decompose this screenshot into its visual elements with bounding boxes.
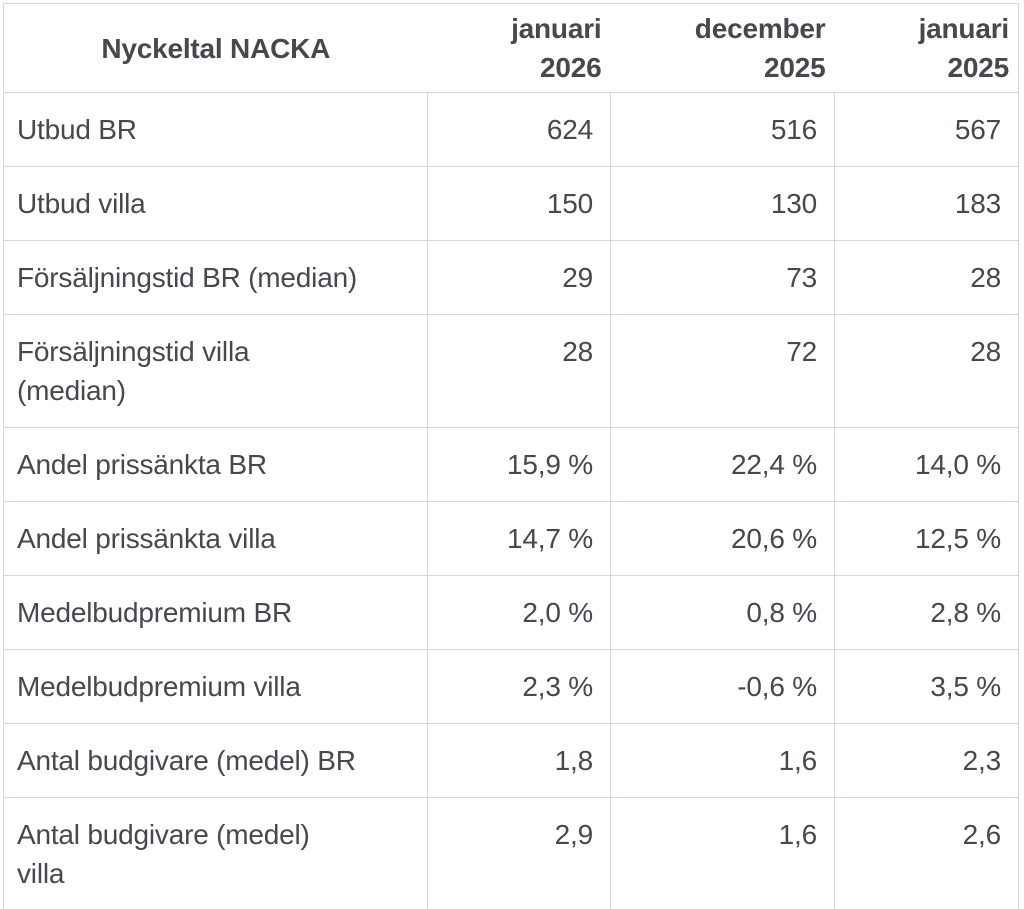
cell-value: 2,0 %: [427, 575, 611, 650]
cell-value: 14,7 %: [427, 501, 611, 576]
cell-value: 1,8: [427, 723, 611, 798]
table-row: Antal budgivare (medel) BR 1,8 1,6 2,3: [3, 723, 1019, 798]
cell-value: 2,3 %: [427, 649, 611, 724]
table-body: Utbud BR 624 516 567 Utbud villa 150 130…: [3, 92, 1019, 909]
row-label: Andel prissänkta villa: [3, 501, 428, 576]
row-label: Medelbudpremium villa: [3, 649, 428, 724]
row-label: Andel prissänkta BR: [3, 427, 428, 502]
cell-value: 0,8 %: [610, 575, 835, 650]
cell-value: 28: [834, 240, 1019, 315]
table-row: Försäljningstid BR (median) 29 73 28: [3, 240, 1019, 315]
cell-value: 14,0 %: [834, 427, 1019, 502]
cell-value: 3,5 %: [834, 649, 1019, 724]
cell-value: 20,6 %: [610, 501, 835, 576]
cell-value: 150: [427, 166, 611, 241]
page: Nyckeltal NACKA januari 2026 december 20…: [0, 3, 1024, 909]
row-label: Antal budgivare (medel) BR: [3, 723, 428, 798]
table-row: Försäljningstid villa (median) 28 72 28: [3, 314, 1019, 428]
cell-value: 183: [834, 166, 1019, 241]
cell-value: 15,9 %: [427, 427, 611, 502]
cell-value: 2,6: [834, 797, 1019, 909]
cell-value: 567: [834, 92, 1019, 167]
table-title: Nyckeltal NACKA: [3, 3, 428, 93]
cell-value: 28: [427, 314, 611, 428]
cell-value: 1,6: [610, 797, 835, 909]
column-header: december 2025: [610, 3, 835, 93]
row-label: Utbud BR: [3, 92, 428, 167]
cell-value: 1,6: [610, 723, 835, 798]
header-row: Nyckeltal NACKA januari 2026 december 20…: [3, 3, 1019, 93]
cell-value: 73: [610, 240, 835, 315]
cell-value: 22,4 %: [610, 427, 835, 502]
table-row: Andel prissänkta villa 14,7 % 20,6 % 12,…: [3, 501, 1019, 576]
row-label: Utbud villa: [3, 166, 428, 241]
table-row: Medelbudpremium BR 2,0 % 0,8 % 2,8 %: [3, 575, 1019, 650]
cell-value: 29: [427, 240, 611, 315]
cell-value: 12,5 %: [834, 501, 1019, 576]
cell-value: 2,9: [427, 797, 611, 909]
cell-value: 516: [610, 92, 835, 167]
table-row: Medelbudpremium villa 2,3 % -0,6 % 3,5 %: [3, 649, 1019, 724]
cell-value: 130: [610, 166, 835, 241]
table-row: Utbud villa 150 130 183: [3, 166, 1019, 241]
table-row: Antal budgivare (medel) villa 2,9 1,6 2,…: [3, 797, 1019, 909]
key-figures-table: Nyckeltal NACKA januari 2026 december 20…: [3, 3, 1019, 909]
cell-value: 2,8 %: [834, 575, 1019, 650]
row-label: Försäljningstid BR (median): [3, 240, 428, 315]
cell-value: 624: [427, 92, 611, 167]
cell-value: -0,6 %: [610, 649, 835, 724]
cell-value: 28: [834, 314, 1019, 428]
cell-value: 2,3: [834, 723, 1019, 798]
row-label: Medelbudpremium BR: [3, 575, 428, 650]
table-row: Utbud BR 624 516 567: [3, 92, 1019, 167]
row-label: Försäljningstid villa (median): [3, 314, 428, 428]
cell-value: 72: [610, 314, 835, 428]
row-label: Antal budgivare (medel) villa: [3, 797, 428, 909]
table-row: Andel prissänkta BR 15,9 % 22,4 % 14,0 %: [3, 427, 1019, 502]
column-header: januari 2025: [834, 3, 1019, 93]
column-header: januari 2026: [427, 3, 611, 93]
